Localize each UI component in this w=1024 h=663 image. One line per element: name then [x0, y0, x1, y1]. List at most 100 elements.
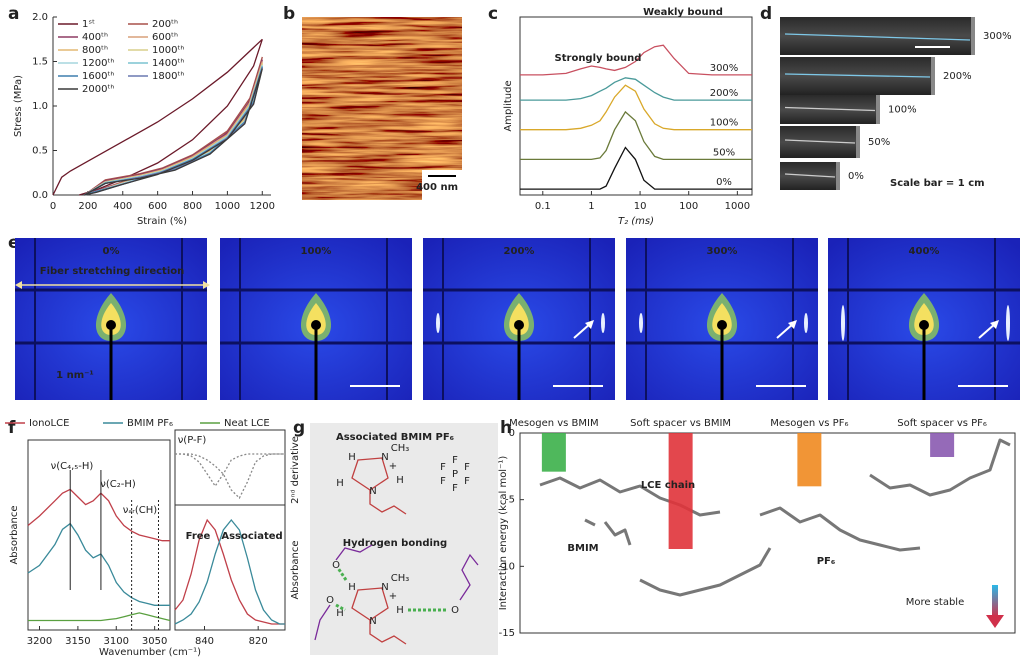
atom-label: O	[332, 560, 340, 571]
y-tick-label: 1.0	[32, 101, 48, 112]
atom-label: H	[348, 452, 356, 463]
legend-label: 1ˢᵗ	[82, 19, 95, 30]
series-label: Associated	[221, 531, 282, 542]
legend-label: 600ᵗʰ	[152, 32, 178, 43]
y-tick-label: 1.5	[32, 57, 48, 68]
atom-label: F	[464, 476, 470, 487]
strain-label: 0%	[848, 171, 864, 182]
series-line	[520, 44, 752, 76]
structure-title: Associated BMIM PF₆	[336, 432, 454, 443]
bar	[668, 433, 693, 549]
series-line	[28, 612, 171, 622]
saxs-core	[101, 303, 121, 335]
y-axis-label: Amplitude	[503, 80, 514, 131]
legend-label: Neat LCE	[224, 418, 270, 429]
panel-label: g	[293, 418, 305, 438]
y-tick-label: 0.0	[32, 190, 48, 201]
saxs-core	[914, 303, 934, 335]
atom-label: N	[381, 582, 388, 593]
legend-label: 1000ᵗʰ	[152, 45, 184, 56]
clamp	[876, 95, 880, 124]
atom-label: H	[336, 478, 344, 489]
ether-chain	[459, 553, 479, 601]
atom-label: H	[396, 605, 404, 616]
clamp	[836, 162, 840, 190]
fiber	[784, 73, 931, 78]
atom-label: O	[451, 605, 459, 616]
series-line	[175, 453, 285, 500]
annotation: νₐᵣ(CH)	[123, 505, 157, 516]
molecule	[584, 518, 596, 527]
bar	[541, 433, 566, 472]
series-line	[27, 522, 170, 606]
series-label: Free	[186, 531, 211, 542]
y-tick-label: -15	[499, 628, 515, 639]
x-axis-label: T₂ (ms)	[618, 216, 654, 227]
category-label: Mesogen vs BMIM	[509, 418, 599, 429]
x-tick-label: 1000	[725, 201, 750, 212]
saxs-strain: 200%	[504, 246, 535, 257]
fiber	[784, 173, 836, 178]
saxs-strain: 100%	[301, 246, 332, 257]
plot-frame	[519, 16, 753, 196]
stability-arrowhead	[986, 615, 1004, 628]
panel-label: c	[488, 4, 498, 24]
photo-scale-label: Scale bar = 1 cm	[890, 178, 985, 189]
x-tick-label: 820	[249, 636, 268, 647]
legend-label: IonoLCE	[29, 418, 69, 429]
saxs-streak	[436, 313, 440, 333]
atom-label: H	[348, 582, 356, 593]
direction-arrowhead	[203, 281, 210, 289]
x-tick-label: 100	[679, 201, 698, 212]
category-label: Mesogen vs PF₆	[770, 418, 848, 429]
clamp	[856, 126, 860, 158]
series-label: 0%	[716, 177, 732, 188]
annotation: More stable	[906, 597, 965, 608]
panel-label: a	[8, 4, 19, 24]
imidazolium-ring	[351, 587, 389, 621]
atom-label: CH₃	[391, 573, 410, 584]
series-label: 300%	[710, 63, 739, 74]
y-tick-label: 0.5	[32, 146, 48, 157]
saxs-strain: 0%	[103, 246, 120, 257]
plot-frame	[27, 439, 171, 631]
fiber	[784, 106, 876, 112]
category-label: Soft spacer vs PF₆	[897, 418, 987, 429]
y-axis-label: Interaction energy (kcal mol⁻¹)	[498, 456, 509, 611]
x-tick-label: 840	[195, 636, 214, 647]
saxs-strain: 300%	[707, 246, 738, 257]
annotation: 2ⁿᵈ derivative	[290, 436, 301, 504]
atom-label: +	[389, 591, 397, 602]
x-tick-label: 0.1	[535, 201, 551, 212]
legend-label: 200ᵗʰ	[152, 19, 178, 30]
saxs-core	[712, 303, 732, 335]
x-tick-label: 0	[50, 201, 56, 212]
molecule	[639, 547, 772, 597]
atom-label: F	[440, 476, 446, 487]
legend-label: 400ᵗʰ	[82, 32, 108, 43]
atom-label: F	[440, 462, 446, 473]
saxs-strain: 400%	[909, 246, 940, 257]
series-line	[174, 518, 285, 625]
atom-label: H	[336, 608, 344, 619]
strain-label: 200%	[943, 71, 972, 82]
strain-label: 100%	[888, 105, 917, 116]
direction-arrowhead	[15, 281, 22, 289]
x-tick-label: 3200	[27, 636, 52, 647]
series-line	[520, 110, 752, 161]
atom-label: P	[452, 469, 458, 480]
y-tick-label: 0	[509, 428, 515, 439]
bar	[797, 433, 822, 487]
atom-label: F	[452, 483, 458, 494]
series-line	[52, 38, 263, 196]
direction-label: Fiber stretching direction	[40, 266, 185, 277]
x-tick-label: 1000	[215, 201, 240, 212]
y-tick-label: -10	[499, 561, 515, 572]
x-tick-label: 3050	[142, 636, 167, 647]
atom-label: CH₃	[391, 443, 410, 454]
molecule	[603, 521, 632, 546]
annotation: ν(C₄,₅-H)	[51, 461, 94, 472]
saxs-streak	[601, 313, 605, 333]
legend-label: 1800ᵗʰ	[152, 71, 184, 82]
ether-chain	[314, 604, 331, 641]
